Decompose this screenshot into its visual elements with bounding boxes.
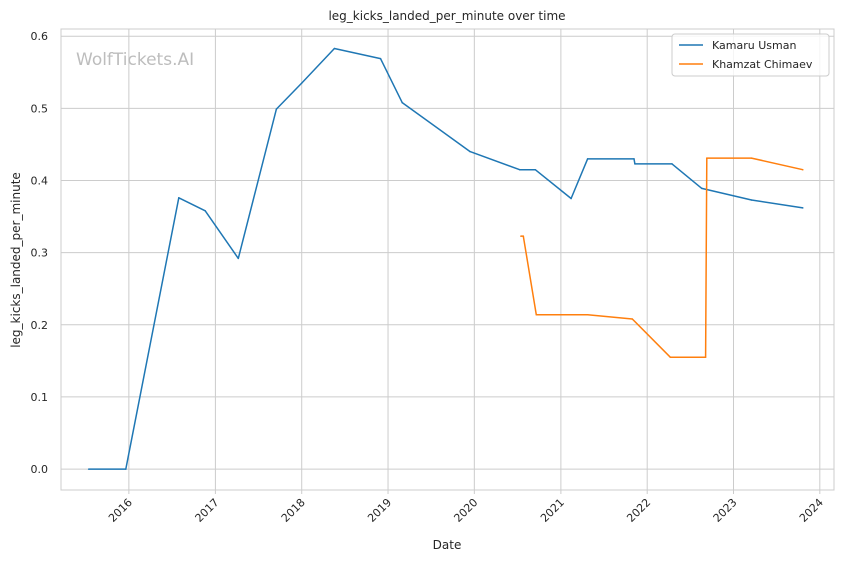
y-tick-label: 0.0 <box>31 463 49 476</box>
data-point-kamaru-usman <box>586 158 589 160</box>
y-tick-label: 0.3 <box>31 247 49 260</box>
x-axis-ticks: 2016 2017 2018 2019 2020 2021 2022 2023 2024 <box>106 490 826 525</box>
data-point-kamaru-usman <box>671 163 673 165</box>
data-point-khamzat-chimaev <box>520 235 522 237</box>
y-tick-label: 0.2 <box>31 319 49 332</box>
data-point-khamzat-chimaev <box>750 157 753 159</box>
series-line-khamzat-chimaev <box>520 157 803 359</box>
data-point-kamaru-usman <box>570 197 572 200</box>
data-point-kamaru-usman <box>802 207 804 209</box>
data-point-khamzat-chimaev <box>631 318 634 320</box>
grid <box>61 29 834 490</box>
y-tick-label: 0.5 <box>31 102 49 115</box>
plot-frame <box>60 28 835 491</box>
y-tick-label: 0.4 <box>31 175 49 188</box>
data-point-khamzat-chimaev <box>522 235 525 237</box>
data-point-khamzat-chimaev <box>586 313 589 316</box>
x-tick-label: 2020 <box>451 496 480 525</box>
x-axis-title: Date <box>433 538 462 552</box>
data-point-kamaru-usman <box>237 257 240 260</box>
data-point-kamaru-usman <box>178 197 180 199</box>
data-point-kamaru-usman <box>534 168 537 171</box>
y-tick-label: 0.1 <box>31 391 49 404</box>
x-tick-label: 2024 <box>797 496 826 525</box>
legend-box <box>671 33 830 77</box>
x-tick-label: 2023 <box>711 496 740 525</box>
x-tick-label: 2019 <box>365 496 394 525</box>
data-point-kamaru-usman <box>87 468 90 470</box>
x-tick-label: 2016 <box>106 496 135 525</box>
data-point-kamaru-usman <box>204 210 206 212</box>
data-point-khamzat-chimaev <box>704 356 707 359</box>
y-axis-title: leg_kicks_landed_per_minute <box>9 172 23 348</box>
data-point-khamzat-chimaev <box>802 168 804 171</box>
data-point-kamaru-usman <box>634 163 636 165</box>
data-point-kamaru-usman <box>300 82 303 84</box>
data-point-khamzat-chimaev <box>706 157 708 159</box>
legend: Kamaru Usman Khamzat Chimaev <box>671 33 830 77</box>
data-point-kamaru-usman <box>333 47 336 50</box>
data-point-kamaru-usman <box>633 158 635 160</box>
x-tick-label: 2022 <box>624 496 653 525</box>
data-point-kamaru-usman <box>125 468 127 470</box>
data-point-kamaru-usman <box>518 168 521 171</box>
data-point-kamaru-usman <box>750 199 753 201</box>
chart-title: leg_kicks_landed_per_minute over time <box>328 9 565 23</box>
data-point-kamaru-usman <box>701 187 703 190</box>
data-point-khamzat-chimaev <box>669 356 672 359</box>
data-point-kamaru-usman <box>379 57 382 60</box>
x-tick-label: 2017 <box>193 496 222 525</box>
data-point-kamaru-usman <box>275 108 278 110</box>
watermark-text: WolfTickets.AI <box>76 50 194 70</box>
data-point-khamzat-chimaev <box>535 313 538 316</box>
legend-label-kamaru-usman: Kamaru Usman <box>712 39 796 52</box>
series-line-kamaru-usman <box>88 47 803 470</box>
data-point-kamaru-usman <box>401 101 403 104</box>
legend-label-khamzat-chimaev: Khamzat Chimaev <box>712 58 813 71</box>
y-axis-ticks: 0.0 0.1 0.2 0.3 0.4 0.5 0.6 <box>31 30 49 476</box>
x-tick-label: 2018 <box>279 496 308 525</box>
y-tick-label: 0.6 <box>31 30 49 43</box>
data-point-kamaru-usman <box>469 150 471 153</box>
x-tick-label: 2021 <box>538 496 567 525</box>
series-lines <box>87 47 804 470</box>
